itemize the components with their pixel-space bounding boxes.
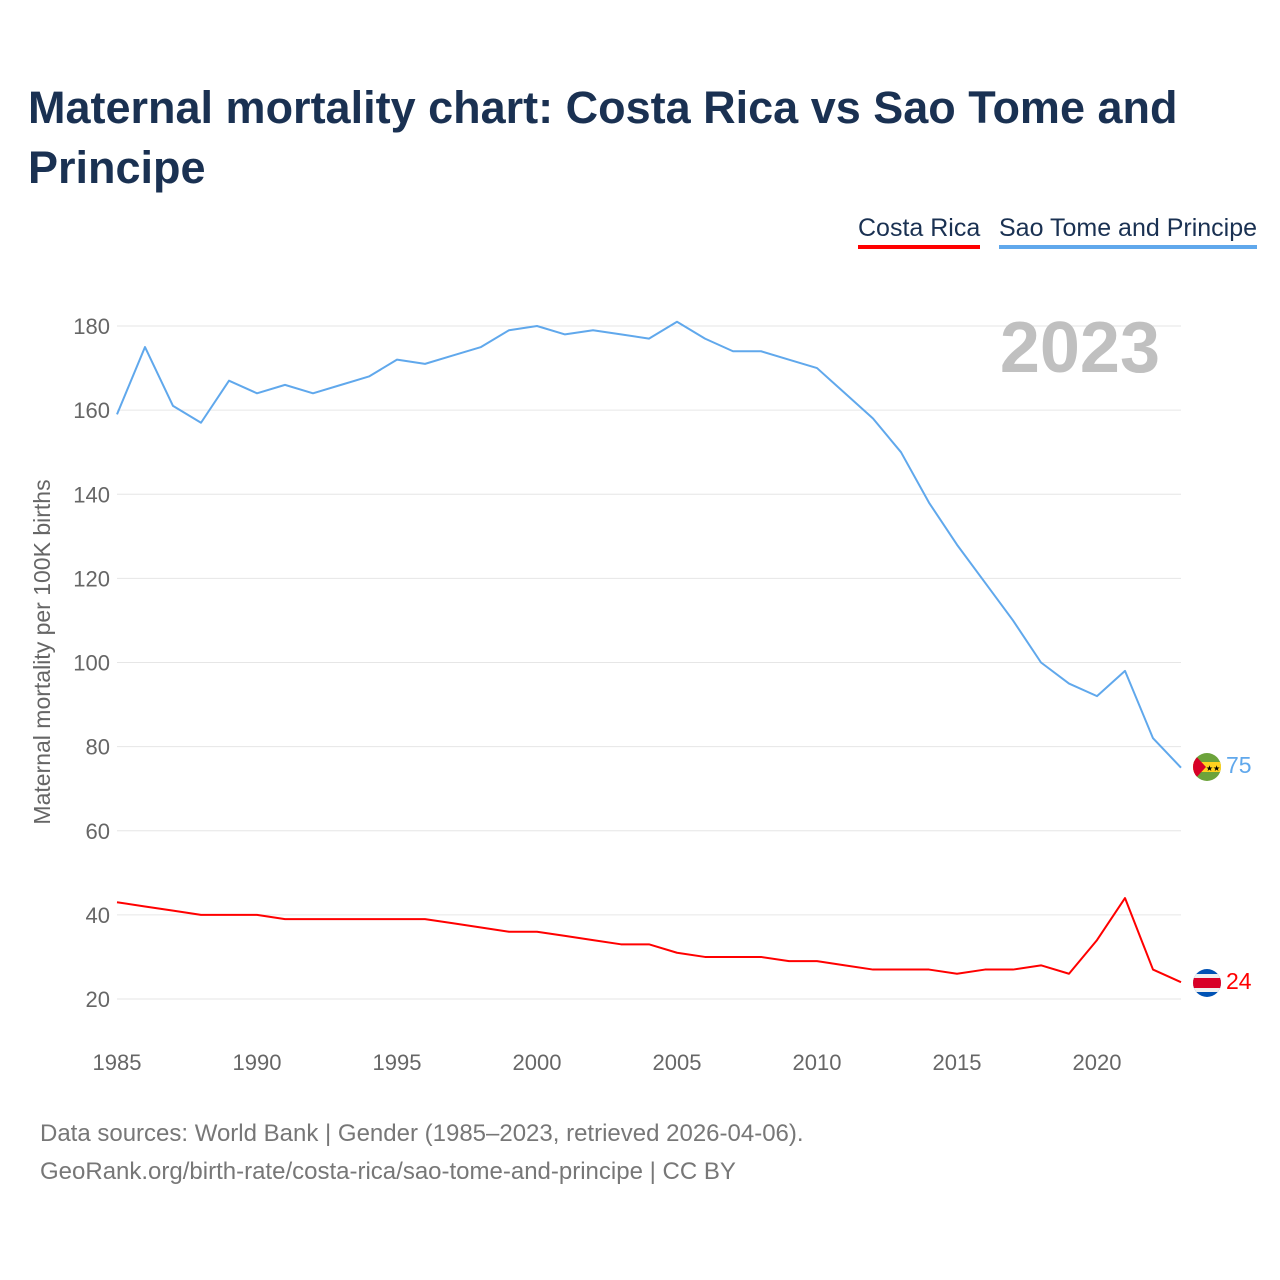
sao-tome-flag-icon: ★★ — [1193, 753, 1221, 781]
chart-title: Maternal mortality chart: Costa Rica vs … — [28, 82, 1178, 193]
data-source-text: Data sources: World Bank | Gender (1985–… — [40, 1120, 804, 1147]
series-line-costa-rica — [116, 897, 1182, 984]
y-tick-label: 160 — [73, 398, 110, 423]
series-line-sao-tome-and-principe — [116, 320, 1182, 769]
y-tick-label: 100 — [73, 651, 110, 676]
y-tick-label: 120 — [73, 566, 110, 591]
y-axis-label: Maternal mortality per 100K births — [29, 479, 55, 824]
end-label-sao-tome: 75 — [1226, 752, 1252, 778]
x-tick-label: 2005 — [653, 1050, 702, 1075]
x-tick-label: 2010 — [793, 1050, 842, 1075]
y-tick-label: 60 — [86, 819, 110, 844]
y-tick-label: 40 — [86, 903, 110, 928]
x-tick-label: 1995 — [373, 1050, 422, 1075]
end-label-costa-rica: 24 — [1226, 968, 1252, 994]
x-tick-label: 1985 — [93, 1050, 142, 1075]
x-tick-label: 2000 — [513, 1050, 562, 1075]
x-tick-label: 2015 — [933, 1050, 982, 1075]
y-tick-label: 180 — [73, 314, 110, 339]
legend-sao-tome-and-principe[interactable]: Sao Tome and Principe — [999, 214, 1258, 249]
x-tick-label: 1990 — [233, 1050, 282, 1075]
x-tick-label: 2020 — [1073, 1050, 1122, 1075]
svg-text:★★: ★★ — [1206, 764, 1220, 773]
y-tick-label: 80 — [86, 735, 110, 760]
legend-costa-rica[interactable]: Costa Rica — [858, 214, 981, 249]
y-tick-label: 20 — [86, 987, 110, 1012]
costa-rica-flag-icon — [1193, 969, 1221, 997]
year-watermark: 2023 — [1000, 308, 1160, 388]
source-link[interactable]: GeoRank.org/birth-rate/costa-rica/sao-to… — [40, 1158, 736, 1185]
y-tick-label: 140 — [73, 482, 110, 507]
